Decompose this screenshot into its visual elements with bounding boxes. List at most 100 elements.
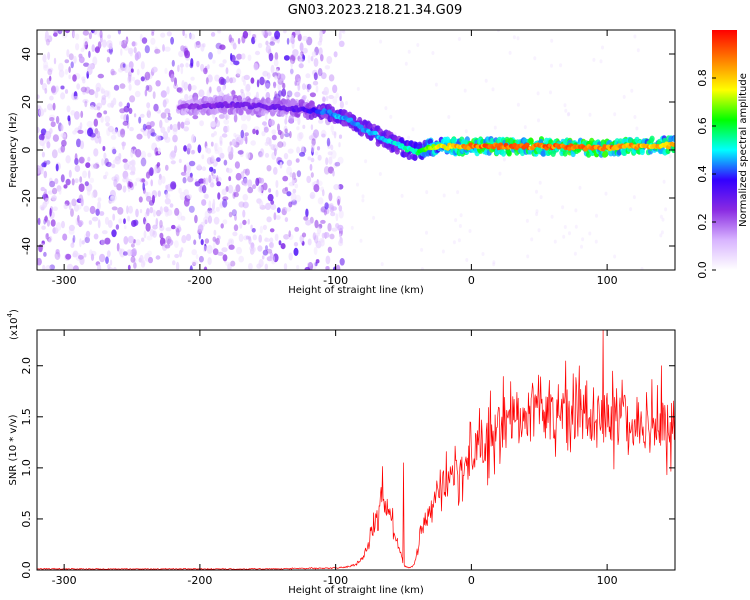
noise-speckle — [298, 63, 304, 69]
noise-speckle — [193, 239, 197, 245]
noise-speckle — [123, 38, 128, 44]
noise-speckle — [254, 50, 261, 56]
noise-speckle — [235, 172, 242, 181]
noise-speckle — [153, 103, 159, 112]
noise-speckle — [165, 184, 169, 190]
x-tick-label: 0 — [468, 574, 475, 587]
noise-speckle — [82, 170, 88, 179]
noise-speckle — [64, 59, 70, 64]
noise-speckle — [167, 116, 172, 121]
noise-speckle — [229, 77, 234, 84]
noise-speckle — [320, 54, 324, 62]
noise-speckle — [195, 40, 201, 49]
noise-speckle — [295, 194, 301, 203]
noise-speckle — [328, 156, 333, 165]
noise-speckle — [457, 37, 461, 41]
noise-speckle — [299, 152, 306, 157]
noise-speckle — [265, 40, 269, 46]
ridge-core — [358, 124, 364, 130]
noise-speckle — [150, 37, 156, 45]
noise-speckle — [72, 250, 79, 258]
noise-speckle — [93, 30, 98, 35]
noise-speckle — [63, 203, 68, 210]
noise-speckle — [633, 34, 637, 39]
noise-speckle — [92, 56, 98, 66]
noise-speckle — [167, 253, 171, 259]
noise-speckle — [334, 161, 341, 167]
noise-speckle — [139, 209, 143, 214]
noise-speckle — [119, 128, 126, 135]
y-tick-label: 0.5 — [20, 510, 33, 528]
noise-speckle — [159, 119, 163, 129]
noise-speckle — [630, 88, 634, 93]
noise-speckle — [72, 234, 76, 243]
noise-speckle — [131, 248, 137, 257]
noise-speckle — [566, 112, 570, 117]
noise-speckle — [313, 184, 320, 193]
noise-speckle — [118, 152, 122, 160]
noise-speckle — [86, 189, 91, 196]
noise-speckle — [264, 237, 270, 243]
snr-marks — [37, 330, 675, 570]
noise-speckle — [147, 129, 151, 139]
noise-speckle — [141, 178, 146, 183]
noise-speckle — [45, 130, 52, 140]
noise-speckle — [279, 131, 284, 140]
noise-speckle — [265, 113, 268, 121]
noise-speckle — [71, 198, 77, 207]
noise-speckle — [213, 131, 217, 136]
noise-speckle — [242, 209, 246, 218]
noise-speckle — [135, 148, 142, 158]
noise-speckle — [337, 224, 344, 232]
noise-speckle — [345, 101, 348, 105]
noise-speckle — [219, 91, 222, 97]
noise-speckle — [42, 54, 47, 63]
noise-speckle — [88, 50, 91, 59]
noise-speckle — [204, 238, 210, 244]
noise-speckle — [186, 143, 192, 152]
noise-speckle — [309, 191, 316, 200]
noise-speckle — [302, 83, 306, 90]
noise-speckle — [191, 85, 197, 91]
noise-speckle — [258, 234, 263, 243]
noise-speckle — [202, 245, 207, 253]
noise-speckle — [120, 48, 123, 56]
noise-speckle — [270, 200, 275, 205]
noise-speckle — [384, 106, 388, 111]
noise-speckle — [327, 246, 333, 253]
ridge-halo — [602, 150, 609, 158]
noise-speckle — [101, 158, 105, 166]
noise-speckle — [213, 168, 216, 174]
noise-speckle — [305, 219, 312, 226]
noise-speckle — [216, 157, 221, 163]
noise-speckle — [61, 32, 68, 39]
noise-speckle — [215, 119, 221, 128]
noise-speckle — [152, 91, 156, 99]
noise-speckle — [190, 76, 195, 81]
noise-speckle — [492, 262, 496, 267]
noise-speckle — [68, 228, 75, 235]
noise-speckle — [261, 30, 266, 36]
noise-speckle — [364, 159, 368, 164]
noise-speckle — [89, 105, 95, 110]
snr-background — [37, 330, 675, 570]
noise-speckle — [312, 232, 317, 241]
noise-speckle — [111, 163, 116, 169]
noise-speckle — [189, 33, 196, 40]
noise-speckle — [235, 73, 241, 78]
noise-speckle — [186, 165, 191, 173]
ridge-halo — [203, 96, 209, 103]
noise-speckle — [212, 241, 216, 249]
noise-speckle — [64, 30, 71, 34]
noise-speckle — [563, 225, 567, 229]
noise-speckle — [175, 228, 180, 237]
noise-speckle — [200, 43, 205, 52]
colorbar-tick-label: 0.4 — [696, 165, 709, 183]
noise-speckle — [163, 206, 169, 213]
noise-speckle — [233, 224, 239, 232]
snr-xlabel: Height of straight line (km) — [288, 585, 424, 596]
noise-speckle — [84, 128, 88, 135]
noise-speckle — [259, 200, 264, 208]
noise-speckle — [208, 200, 212, 209]
noise-speckle — [356, 182, 359, 187]
